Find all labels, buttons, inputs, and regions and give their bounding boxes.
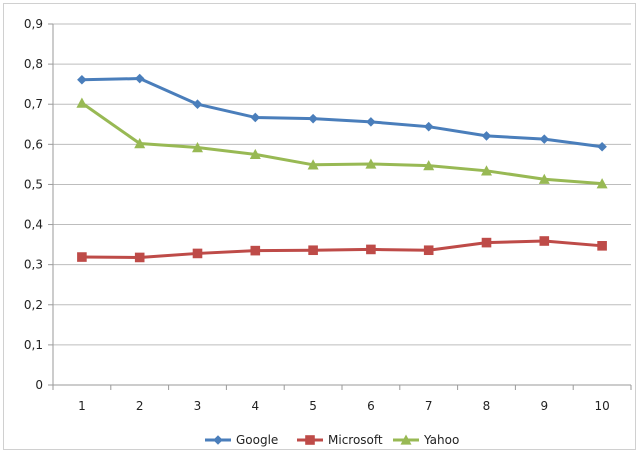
legend-label: Yahoo xyxy=(423,433,459,447)
y-tick-label: 0,2 xyxy=(24,298,43,312)
x-tick-label: 1 xyxy=(78,399,86,413)
microsoft-legend-marker xyxy=(305,435,315,445)
x-tick-label: 4 xyxy=(251,399,259,413)
yahoo-point xyxy=(192,142,203,153)
legend-item-google: Google xyxy=(205,433,278,447)
series-google xyxy=(77,73,607,152)
google-point xyxy=(366,117,376,127)
google-point xyxy=(308,113,318,124)
yahoo-legend-marker xyxy=(400,434,412,445)
microsoft-point xyxy=(423,245,434,256)
google-point xyxy=(250,112,261,123)
chart-frame xyxy=(3,3,636,450)
x-tick-label: 8 xyxy=(483,399,491,413)
y-tick-label: 0,8 xyxy=(24,57,43,71)
x-tick-label: 9 xyxy=(540,399,548,413)
series-yahoo xyxy=(76,97,608,189)
legend-label: Google xyxy=(236,433,278,447)
y-tick-label: 0,4 xyxy=(24,218,43,232)
legend-item-yahoo: Yahoo xyxy=(393,433,459,447)
x-tick-label: 5 xyxy=(309,399,317,413)
series-microsoft xyxy=(77,236,607,263)
microsoft-point xyxy=(481,237,492,248)
google-point xyxy=(134,73,145,84)
microsoft-point xyxy=(308,245,318,256)
x-axis-tick-labels: 1 2 3 4 5 6 7 8 9 10 xyxy=(78,399,610,413)
x-tick-label: 7 xyxy=(425,399,433,413)
google-point xyxy=(597,141,607,152)
legend: Google Microsoft Yahoo xyxy=(205,433,459,447)
microsoft-point xyxy=(192,248,203,259)
y-tick-label: 0,3 xyxy=(24,258,43,272)
yahoo-point xyxy=(249,148,261,160)
y-axis-tick-labels: 0 0,1 0,2 0,3 0,4 0,5 0,6 0,7 0,8 0,9 xyxy=(24,17,43,392)
x-tick-label: 6 xyxy=(367,399,375,413)
y-tick-label: 0,7 xyxy=(24,97,43,111)
microsoft-point xyxy=(366,244,376,255)
yahoo-point xyxy=(365,158,377,169)
x-tick-label: 2 xyxy=(136,399,144,413)
google-point xyxy=(539,134,550,144)
yahoo-point xyxy=(423,160,435,171)
x-tick-label: 3 xyxy=(194,399,202,413)
yahoo-point xyxy=(134,138,146,149)
yahoo-point xyxy=(596,178,608,189)
microsoft-point xyxy=(250,245,261,256)
microsoft-point xyxy=(597,241,607,251)
y-tick-label: 0,1 xyxy=(24,338,43,352)
legend-item-microsoft: Microsoft xyxy=(297,433,383,447)
x-tick-label: 10 xyxy=(594,399,609,413)
yahoo-point xyxy=(76,97,88,108)
yahoo-point xyxy=(481,165,492,176)
google-point xyxy=(481,131,492,141)
y-tick-label: 0,5 xyxy=(24,177,43,191)
microsoft-line xyxy=(81,239,603,259)
y-tick-label: 0 xyxy=(35,378,43,392)
microsoft-point xyxy=(77,252,87,262)
x-axis xyxy=(52,384,632,390)
yahoo-line xyxy=(81,101,603,186)
google-point xyxy=(192,99,203,110)
y-tick-label: 0,6 xyxy=(24,137,43,151)
google-point xyxy=(423,121,434,132)
legend-label: Microsoft xyxy=(328,433,383,447)
google-line xyxy=(81,77,603,149)
google-legend-marker xyxy=(213,435,223,445)
series-layer xyxy=(76,73,608,263)
microsoft-point xyxy=(134,252,145,263)
microsoft-point xyxy=(539,236,550,246)
y-tick-label: 0,9 xyxy=(24,17,43,31)
google-point xyxy=(77,74,87,85)
yahoo-point xyxy=(307,159,319,170)
yahoo-point xyxy=(538,173,550,184)
